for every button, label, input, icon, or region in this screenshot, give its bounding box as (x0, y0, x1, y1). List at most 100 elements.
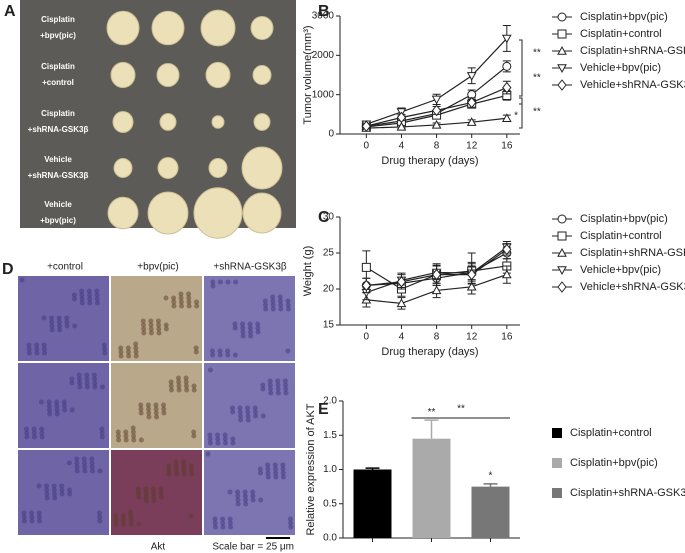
cell (237, 413, 243, 419)
tumor (112, 111, 134, 133)
cell (133, 345, 139, 351)
cell (36, 483, 42, 489)
legend-marker (557, 247, 567, 257)
cell (228, 524, 234, 530)
marker (501, 269, 512, 279)
cell (278, 302, 284, 308)
cell (220, 524, 226, 530)
panel-label: C (318, 209, 330, 226)
cell (74, 468, 80, 474)
cell (277, 294, 283, 300)
cell (77, 380, 83, 386)
cell (87, 300, 93, 306)
cell (166, 463, 172, 469)
marker (466, 281, 477, 291)
cell (120, 513, 126, 519)
row-label: +shRNA-GSK3β (28, 125, 89, 134)
cell (113, 517, 119, 523)
cell (36, 510, 42, 516)
legend-marker (557, 29, 567, 39)
cell (232, 321, 238, 327)
cell (74, 456, 80, 462)
annotation: ** (533, 73, 541, 84)
cell (39, 430, 45, 436)
cell (84, 380, 90, 386)
marker (431, 268, 442, 281)
cell (171, 295, 177, 301)
cell (267, 378, 273, 384)
cell (240, 329, 246, 335)
cell (87, 296, 93, 302)
cell (76, 376, 82, 382)
annotation: ** (457, 404, 465, 415)
y-tick-label: 1000 (312, 89, 335, 100)
cell (245, 405, 251, 411)
cell (242, 493, 248, 499)
legend-label: Vehicle+shRNA-GSK3β (580, 79, 685, 91)
cell (123, 429, 129, 435)
cell (57, 327, 63, 333)
cell (265, 474, 271, 480)
cell (252, 405, 258, 411)
cell (99, 434, 105, 440)
cell (260, 413, 266, 419)
cell (76, 372, 82, 378)
marker (502, 61, 512, 71)
cell (138, 406, 144, 412)
row-label: +control (42, 78, 74, 87)
row-label: Cisplatin (41, 62, 75, 71)
cell (220, 516, 226, 522)
x-tick-label: 4 (399, 141, 405, 152)
column-label: +bpv(pic) (137, 262, 178, 273)
marker (502, 243, 512, 256)
cell (280, 462, 286, 468)
cell (270, 298, 276, 304)
cell (242, 489, 248, 495)
scale-bar-label: Scale bar = 25 μm (212, 542, 294, 553)
cell (89, 456, 95, 462)
legend-swatch (552, 488, 562, 498)
row-label: Cisplatin (41, 15, 75, 24)
cell (94, 300, 100, 306)
cell (227, 520, 233, 526)
x-axis-label: Drug therapy (days) (381, 346, 478, 358)
y-tick-label: 1.5 (323, 430, 337, 441)
cell (46, 403, 52, 409)
cell (133, 341, 139, 347)
cell (118, 353, 124, 359)
cell (61, 399, 67, 405)
bracket (519, 103, 523, 129)
cell (288, 524, 294, 530)
cell (173, 463, 179, 469)
cell (285, 298, 291, 304)
cell (217, 348, 223, 354)
cell (123, 437, 129, 443)
cell (188, 463, 194, 469)
cell (49, 323, 55, 329)
cell (163, 295, 169, 301)
cell (250, 497, 256, 503)
cell (220, 520, 226, 526)
cell (64, 315, 70, 321)
cell (156, 326, 162, 332)
cell (210, 283, 216, 289)
marker (502, 81, 512, 94)
x-tick-label: 16 (501, 141, 513, 152)
cell (280, 470, 286, 476)
cell (121, 521, 127, 527)
cell (163, 322, 169, 328)
cell (37, 518, 43, 524)
cell (141, 330, 147, 336)
cell (240, 321, 246, 327)
cell (131, 437, 137, 443)
cell (115, 433, 121, 439)
cell (52, 491, 58, 497)
error-bar (483, 483, 498, 487)
cell (153, 406, 159, 412)
cell (62, 407, 68, 413)
cell (146, 410, 152, 416)
marker (361, 120, 371, 132)
cell (161, 406, 167, 412)
cell (143, 494, 149, 500)
cell (81, 460, 87, 466)
